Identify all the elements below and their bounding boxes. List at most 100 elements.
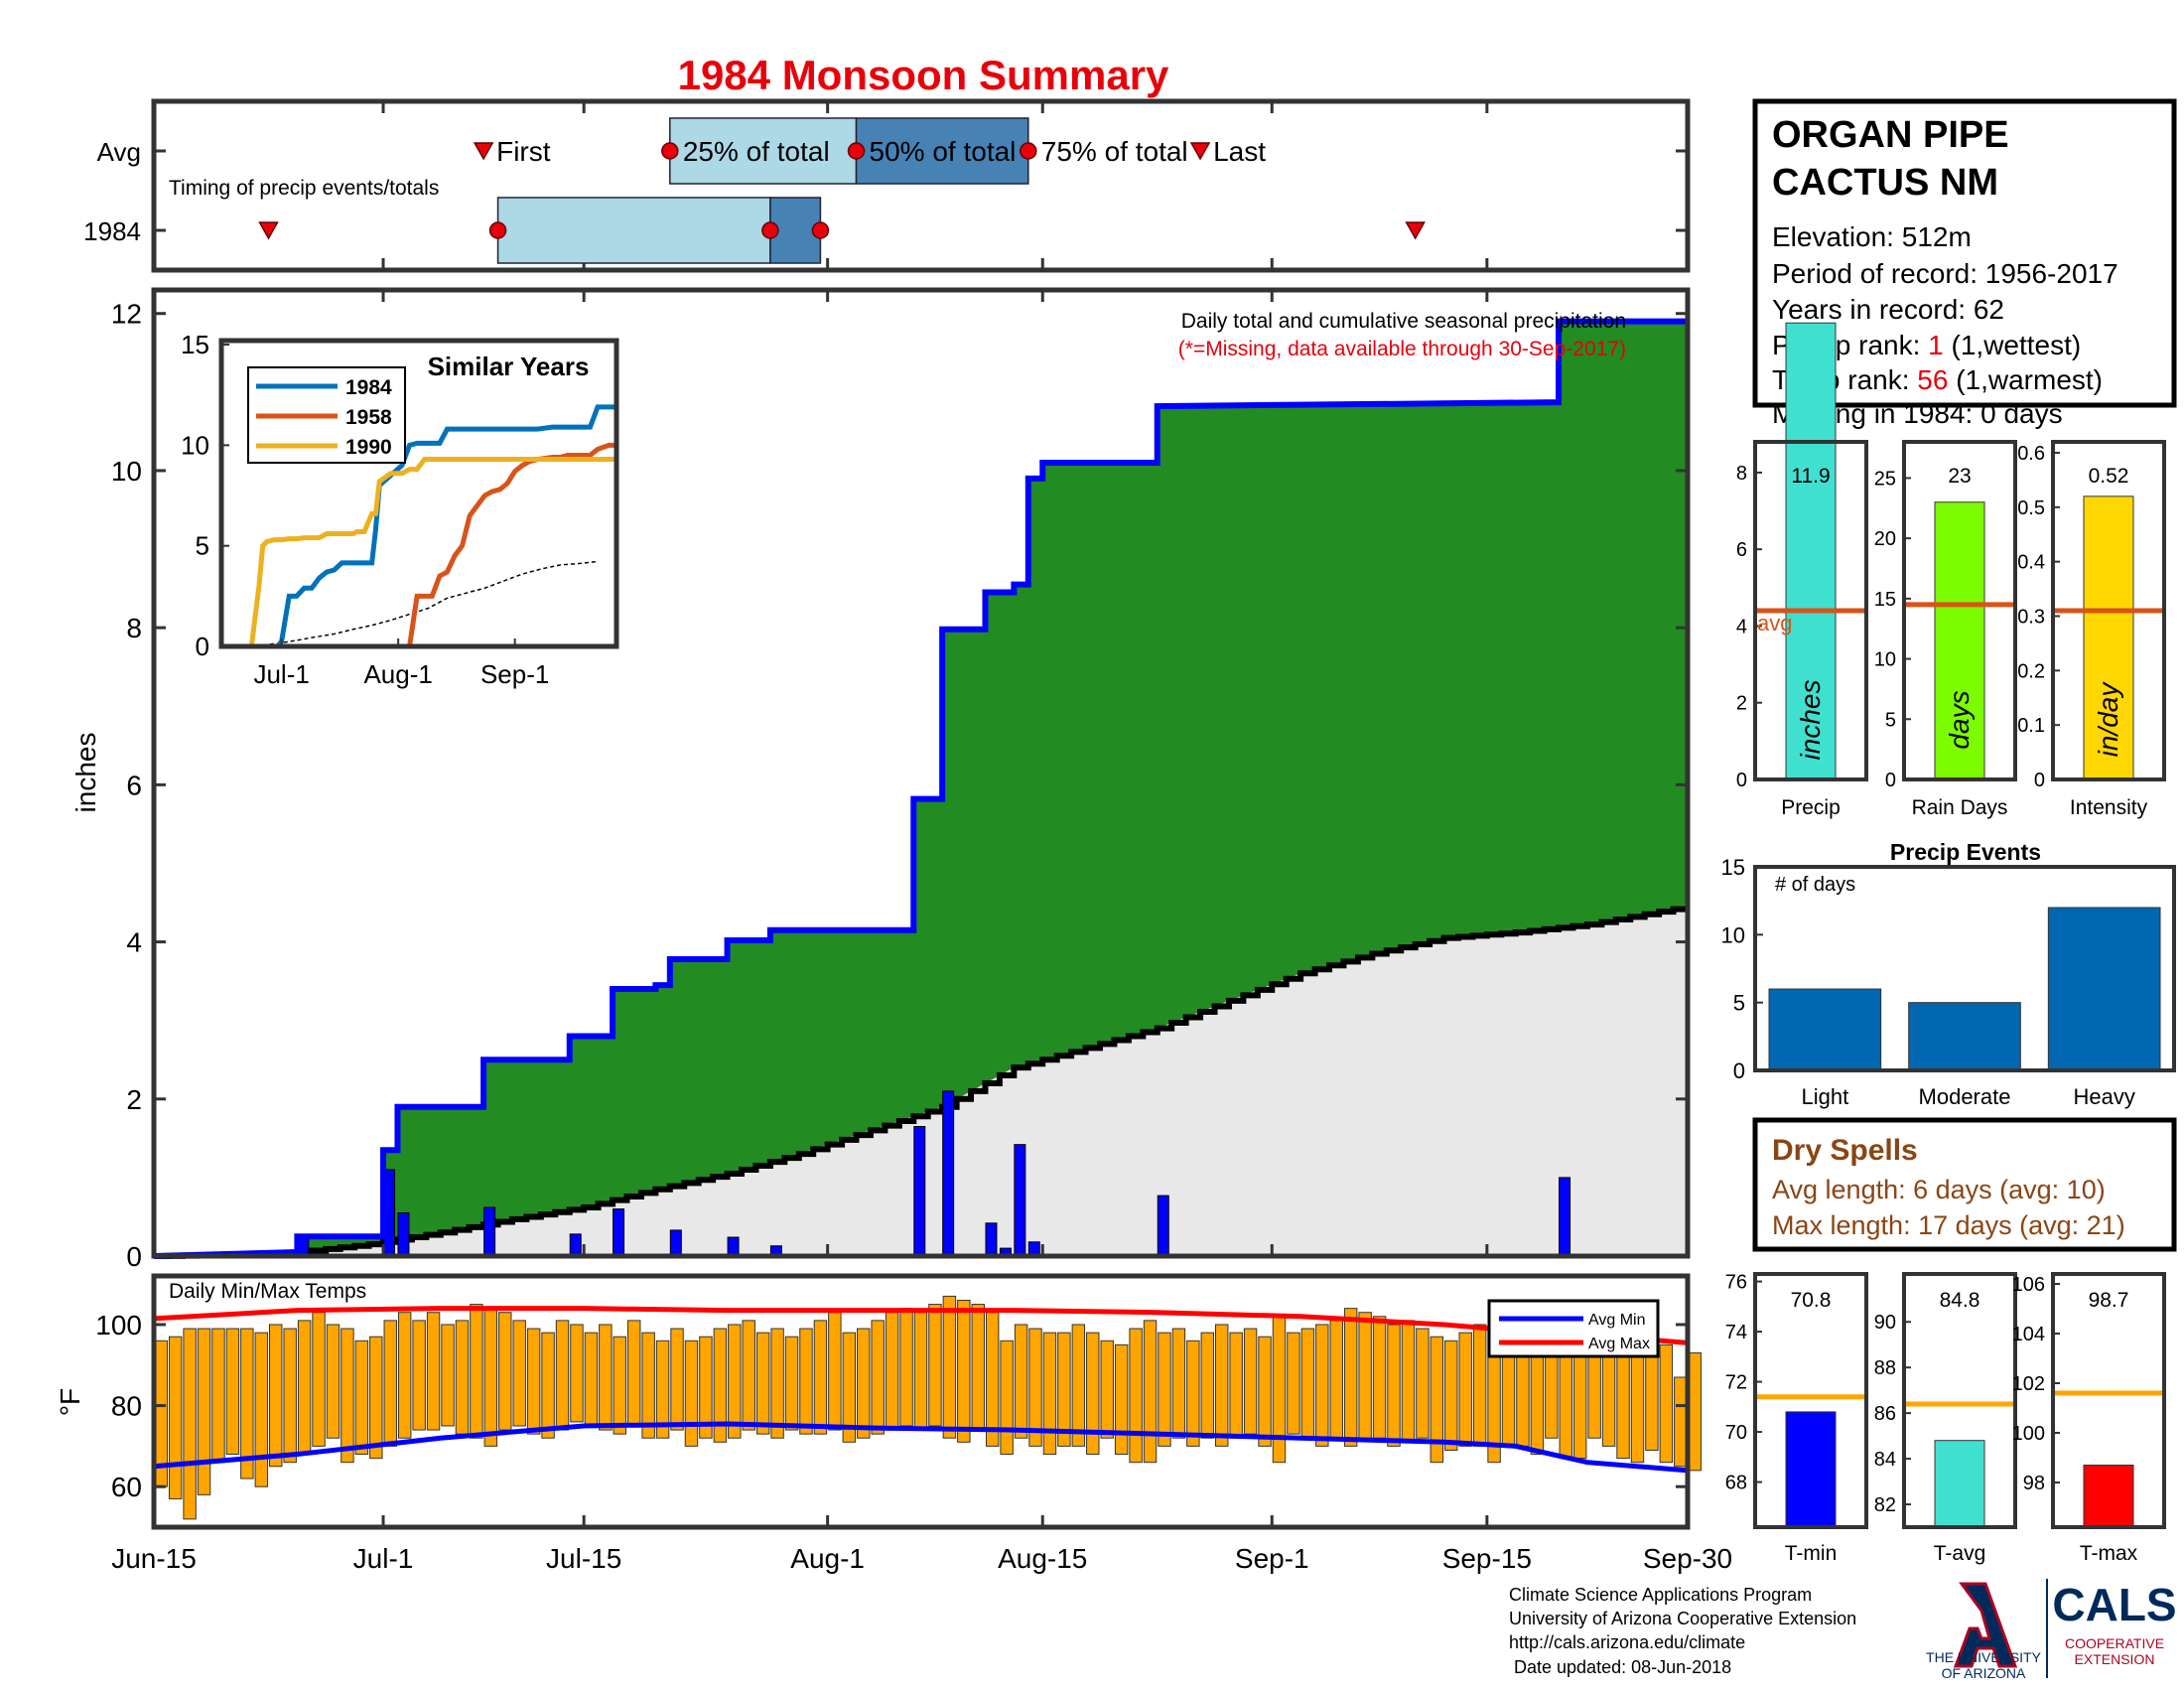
date-axis-label: Jul-1	[353, 1543, 414, 1574]
daily-temp-bar	[197, 1328, 211, 1495]
tstat-ytick-label-tmin: 74	[1725, 1322, 1747, 1343]
dry-spells-avg-length: Avg length: 6 days (avg: 10)	[1772, 1175, 2106, 1204]
station-period: Period of record: 1956-2017	[1772, 258, 2118, 289]
inset-average-line	[220, 560, 599, 647]
daily-temp-bar	[899, 1308, 913, 1427]
timing-marks: First 25% of total 50% of total 75% of tota…	[152, 101, 1690, 270]
tstat-ytick-label-tavg: 84	[1874, 1449, 1896, 1471]
stat-ytick-label-raindays: 20	[1874, 528, 1896, 550]
dry-spells-box: Dry Spells Avg length: 6 days (avg: 10) …	[1752, 1117, 2177, 1252]
daily-temp-bar	[1329, 1320, 1343, 1439]
season-stat-bars: 11.9 inches Precip 0 2 4 6 8 avg 23 days Rain Days 0…	[1736, 322, 2166, 819]
main-ytick-label: 10	[111, 456, 142, 487]
daily-temp-bar	[728, 1324, 742, 1439]
daily-temp-bar	[1458, 1332, 1472, 1447]
event-xlabel-heavy: Heavy	[2073, 1084, 2134, 1109]
daily-temp-bar	[1229, 1332, 1243, 1439]
stat-ytick-label-raindays: 5	[1885, 709, 1896, 731]
daily-temp-bar	[326, 1324, 341, 1439]
main-chart-marks: 0 2 4 6 8 10 12	[111, 290, 1690, 1272]
average-cumulative-line	[154, 906, 1688, 1259]
daily-temp-bar	[1100, 1340, 1114, 1439]
main-note-line2: (*=Missing, data available through 30-Se…	[1178, 338, 1626, 360]
date-axis: Jun-15 Jul-1 Jul-15 Aug-1 Aug-15 Sep-1 Sep-15 S…	[111, 1543, 1732, 1574]
main-chart-border	[151, 287, 1691, 1259]
main-ytick-label: 8	[126, 613, 142, 643]
tstat-bar-tmin	[1785, 1411, 1837, 1528]
event-bar-light	[1768, 988, 1882, 1071]
daily-temp-bar	[426, 1312, 441, 1431]
daily-temp-bar	[1300, 1328, 1315, 1439]
stat-xlabel-intensity: Intensity	[2070, 796, 2148, 819]
tstat-ytick-label-tmin: 76	[1725, 1272, 1747, 1294]
daily-precip-bar	[1559, 1177, 1571, 1257]
stat-ytick-label-intensity: 0.2	[2017, 660, 2045, 682]
events-ytick-label: 0	[1733, 1058, 1745, 1083]
stat-border-raindays	[1902, 440, 2017, 781]
daily-temp-bar	[684, 1340, 699, 1447]
stat-ytick-label-raindays: 15	[1874, 589, 1896, 611]
station-name-line2: CACTUS NM	[1772, 162, 1998, 204]
main-ylabel: inches	[70, 733, 101, 813]
daily-temp-bar	[784, 1336, 799, 1431]
daily-temp-bar	[641, 1332, 655, 1439]
daily-temp-bar	[211, 1328, 225, 1464]
event-bar-heavy	[2047, 907, 2161, 1071]
daily-temp-bar	[1171, 1328, 1186, 1439]
main-ytick-label: 0	[126, 1241, 142, 1272]
tstat-ytick-label-tmin: 72	[1725, 1372, 1747, 1394]
stat-avg-label-precip: avg	[1757, 611, 1792, 635]
daily-temp-bar	[354, 1340, 369, 1456]
cals-wordmark: CALS	[2052, 1579, 2176, 1630]
daily-temp-bar	[1071, 1324, 1086, 1447]
events-ytick-label: 10	[1721, 922, 1745, 947]
daily-temp-bar	[655, 1340, 670, 1439]
daily-temp-bar	[742, 1320, 755, 1431]
temps-ytick-label: 100	[95, 1310, 142, 1340]
daily-temp-bar	[526, 1328, 541, 1435]
daily-temp-bar	[341, 1328, 354, 1464]
stat-ytick-label-intensity: 0	[2034, 770, 2045, 791]
timing-marker-last	[1189, 142, 1211, 161]
daily-precip-bar	[483, 1206, 496, 1257]
stat-bar-intensity	[2083, 495, 2134, 780]
main-ytick-label: 6	[126, 770, 142, 800]
daily-precip-bar	[1014, 1144, 1026, 1257]
timing-label-p25: 25% of total	[683, 136, 830, 167]
inset-xtick-label: Jul-1	[253, 659, 309, 689]
daily-temp-bar	[957, 1299, 971, 1443]
daily-temp-bar	[441, 1324, 455, 1427]
ua-name-line2: OF ARIZONA	[1942, 1665, 2026, 1681]
daily-temp-bar	[555, 1320, 570, 1431]
temps-ytick-label: 80	[111, 1391, 142, 1422]
daily-precip-bar	[727, 1236, 740, 1257]
daily-temp-bar	[412, 1320, 426, 1431]
daily-temp-bar	[1372, 1316, 1387, 1439]
inset-series-1990	[221, 457, 616, 649]
date-axis-label: Jun-15	[111, 1543, 197, 1574]
daily-temp-bar	[312, 1312, 326, 1447]
daily-temp-bar	[913, 1312, 928, 1431]
date-axis-label: Jul-15	[546, 1543, 621, 1574]
stat-unit-precip: inches	[1795, 680, 1826, 761]
date-axis-label: Aug-1	[790, 1543, 865, 1574]
main-ytick-label: 12	[111, 299, 142, 330]
precip-rank-note: (1,wettest)	[1944, 330, 2081, 360]
tstat-xlabel-tmin: T-min	[1785, 1542, 1838, 1565]
daily-temp-bar	[1143, 1320, 1158, 1464]
tstat-xlabel-tmax: T-max	[2080, 1542, 2138, 1565]
daily-temp-bar	[1688, 1352, 1702, 1472]
daily-temp-bar	[1014, 1324, 1028, 1439]
timing-marker-p75	[1020, 142, 1037, 160]
tstat-ytick-label-tavg: 90	[1874, 1312, 1896, 1334]
ua-cals-logo: THE UNIVERSITY OF ARIZONA CALS COOPERATI…	[1926, 1579, 2177, 1681]
daily-temp-bar	[512, 1320, 526, 1427]
avg-min-line	[153, 1421, 1689, 1474]
timing-row-label-avg: Avg	[97, 137, 141, 167]
footer: Climate Science Applications Program Uni…	[1509, 1585, 1856, 1677]
daily-temp-bar	[871, 1320, 885, 1435]
inset-ytick-label: 5	[196, 531, 209, 561]
footer-university: University of Arizona Cooperative Extens…	[1509, 1609, 1856, 1628]
stat-unit-raindays: days	[1944, 690, 1975, 749]
dry-spells-title: Dry Spells	[1772, 1134, 1918, 1167]
